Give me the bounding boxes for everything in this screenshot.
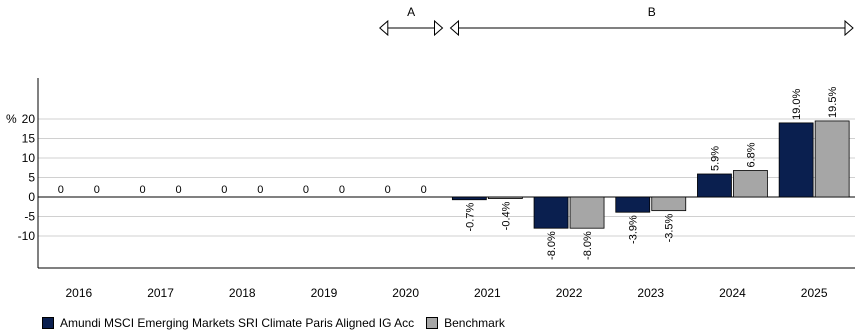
- bar-benchmark: [733, 170, 768, 198]
- y-tick-label: -10: [18, 229, 36, 243]
- axes: [37, 78, 855, 269]
- x-tick-label: 2022: [556, 286, 583, 300]
- y-unit-label: %: [6, 112, 17, 126]
- legend-item-fund: Amundi MSCI Emerging Markets SRI Climate…: [42, 316, 414, 330]
- x-tick-label: 2023: [637, 286, 664, 300]
- x-tick-label: 2018: [229, 286, 256, 300]
- data-label-benchmark: -0.4%: [500, 201, 512, 230]
- bars: [451, 120, 850, 229]
- data-label-fund: 0: [139, 184, 145, 196]
- y-tick-label: 10: [22, 151, 36, 165]
- x-tick-label: 2020: [392, 286, 419, 300]
- bar-benchmark: [487, 196, 523, 199]
- grid: [38, 118, 855, 237]
- data-label-fund: -0.7%: [464, 203, 476, 232]
- y-tick-label: 15: [22, 132, 36, 146]
- bar-benchmark: [651, 196, 687, 212]
- period-arrow-right-head: [844, 19, 854, 37]
- data-label-fund: 0: [58, 184, 64, 196]
- legend-label-benchmark: Benchmark: [444, 316, 505, 330]
- data-label-fund: 5.9%: [709, 146, 721, 171]
- x-tick-label: 2024: [719, 286, 746, 300]
- period-label: B: [648, 5, 656, 19]
- y-tick-label: 0: [28, 190, 35, 204]
- data-label-benchmark: -8.0%: [582, 231, 594, 260]
- data-label-fund: 0: [221, 184, 227, 196]
- y-tick-label: -5: [24, 210, 35, 224]
- x-tick-label: 2021: [474, 286, 501, 300]
- data-label-benchmark: 19.5%: [827, 87, 839, 118]
- data-label-fund: -8.0%: [546, 231, 558, 260]
- bar-fund: [778, 122, 814, 198]
- period-arrow-left-head: [449, 19, 459, 37]
- bar-fund: [533, 196, 569, 229]
- data-label-benchmark: 0: [94, 184, 100, 196]
- period-label: A: [407, 5, 415, 19]
- x-tick-label: 2016: [65, 286, 92, 300]
- legend: Amundi MSCI Emerging Markets SRI Climate…: [42, 316, 517, 330]
- data-label-fund: 19.0%: [791, 88, 803, 119]
- x-tick-labels: 2016 2017 2018 2019 2020 2021 2022 2023 2024 2025: [65, 286, 827, 300]
- y-tick-label: 5: [28, 171, 35, 185]
- x-tick-label: 2025: [801, 286, 828, 300]
- legend-swatch-fund: [42, 317, 54, 329]
- data-label-benchmark: 0: [339, 184, 345, 196]
- data-label-fund: 0: [303, 184, 309, 196]
- y-tick-label: 20: [22, 112, 36, 126]
- data-label-benchmark: 0: [421, 184, 427, 196]
- x-tick-label: 2019: [311, 286, 338, 300]
- data-label-benchmark: 0: [257, 184, 263, 196]
- bar-benchmark: [814, 120, 850, 198]
- legend-item-benchmark: Benchmark: [426, 316, 505, 330]
- bar-fund: [697, 173, 732, 198]
- data-label-benchmark: 0: [175, 184, 181, 196]
- data-labels: 0 0 0 0 0 0 0 0 0 0 -0.7% -0.4% -8.0% -8.0% -3.9% -3.5%…: [58, 87, 839, 260]
- data-label-fund: -3.9%: [628, 215, 640, 244]
- legend-swatch-benchmark: [426, 317, 439, 329]
- bar-fund: [615, 196, 651, 213]
- data-label-benchmark: 6.8%: [745, 142, 757, 167]
- data-label-fund: 0: [385, 184, 391, 196]
- data-label-benchmark: -3.5%: [664, 213, 676, 242]
- legend-label-fund: Amundi MSCI Emerging Markets SRI Climate…: [60, 316, 415, 330]
- period-arrow-left-head: [379, 19, 389, 37]
- y-tick-labels: 20 15 10 5 0 -5 -10: [18, 112, 36, 243]
- bar-fund: [451, 196, 487, 201]
- period-arrow-right-head: [434, 19, 444, 37]
- bar-benchmark: [569, 196, 605, 229]
- x-tick-label: 2017: [147, 286, 174, 300]
